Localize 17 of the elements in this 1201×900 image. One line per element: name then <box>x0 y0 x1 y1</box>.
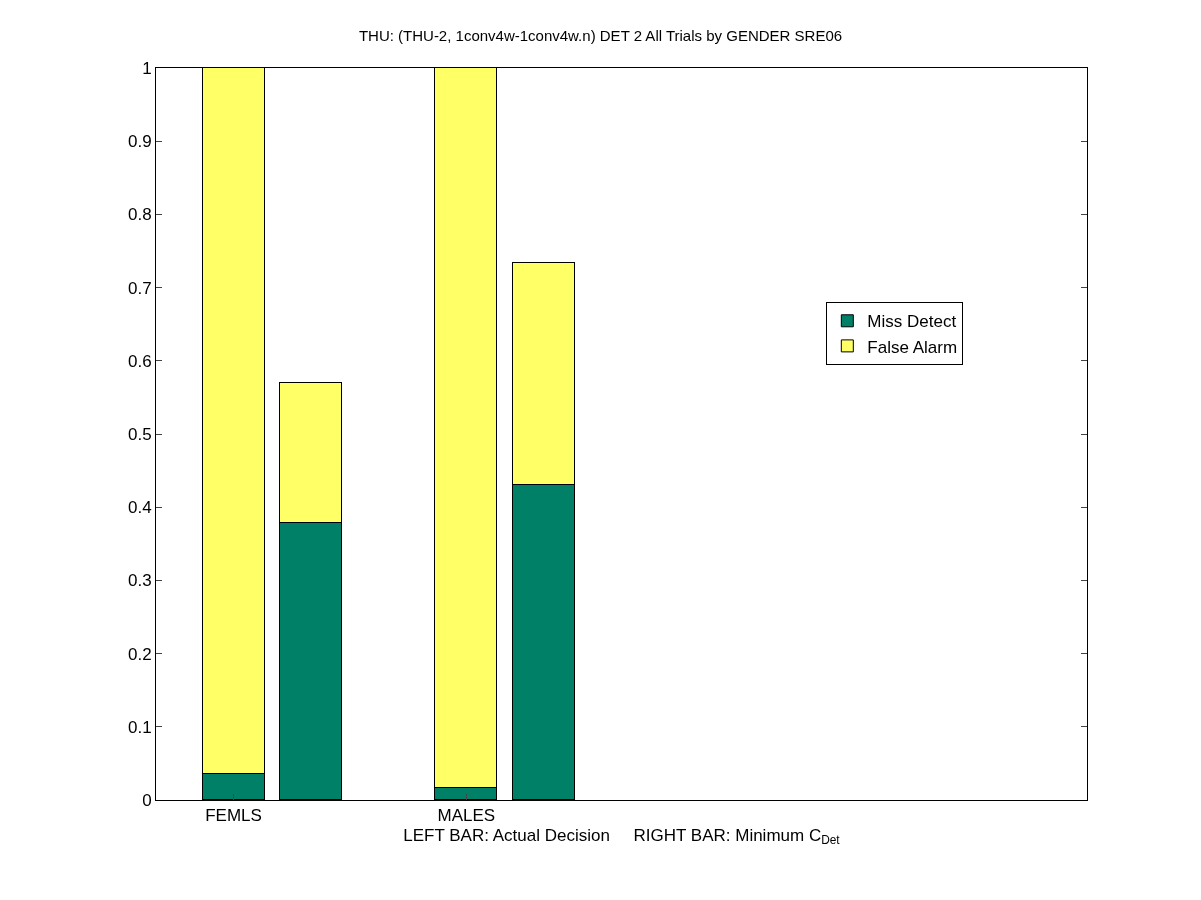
y-tick-label: 0.3 <box>127 571 152 591</box>
y-tick-label: 0.4 <box>127 498 152 518</box>
y-tick-label: 0.8 <box>127 205 152 225</box>
chart-title: THU: (THU-2, 1conv4w-1conv4w.n) DET 2 All Trials by GENDER SRE06 <box>358 26 843 44</box>
y-tick-label: 0.7 <box>127 278 152 298</box>
y-tick-label: 0 <box>142 790 152 810</box>
legend-label: Miss Detect <box>867 312 957 332</box>
y-tick-label: 0.2 <box>127 644 152 664</box>
legend-label: False Alarm <box>867 337 958 357</box>
y-tick-label: 0.1 <box>127 717 152 737</box>
x-axis-title: LEFT BAR: Actual Decision RIGHT BAR: Minimum C$_{Det}$ <box>403 825 841 848</box>
y-tick-label: 1 <box>142 58 152 78</box>
y-tick-label: 0.5 <box>127 424 152 444</box>
y-tick-label: 0.6 <box>127 351 152 371</box>
x-tick-label: FEMLS <box>205 806 262 826</box>
x-tick-label: MALES <box>437 806 496 826</box>
y-tick-label: 0.9 <box>127 132 152 152</box>
